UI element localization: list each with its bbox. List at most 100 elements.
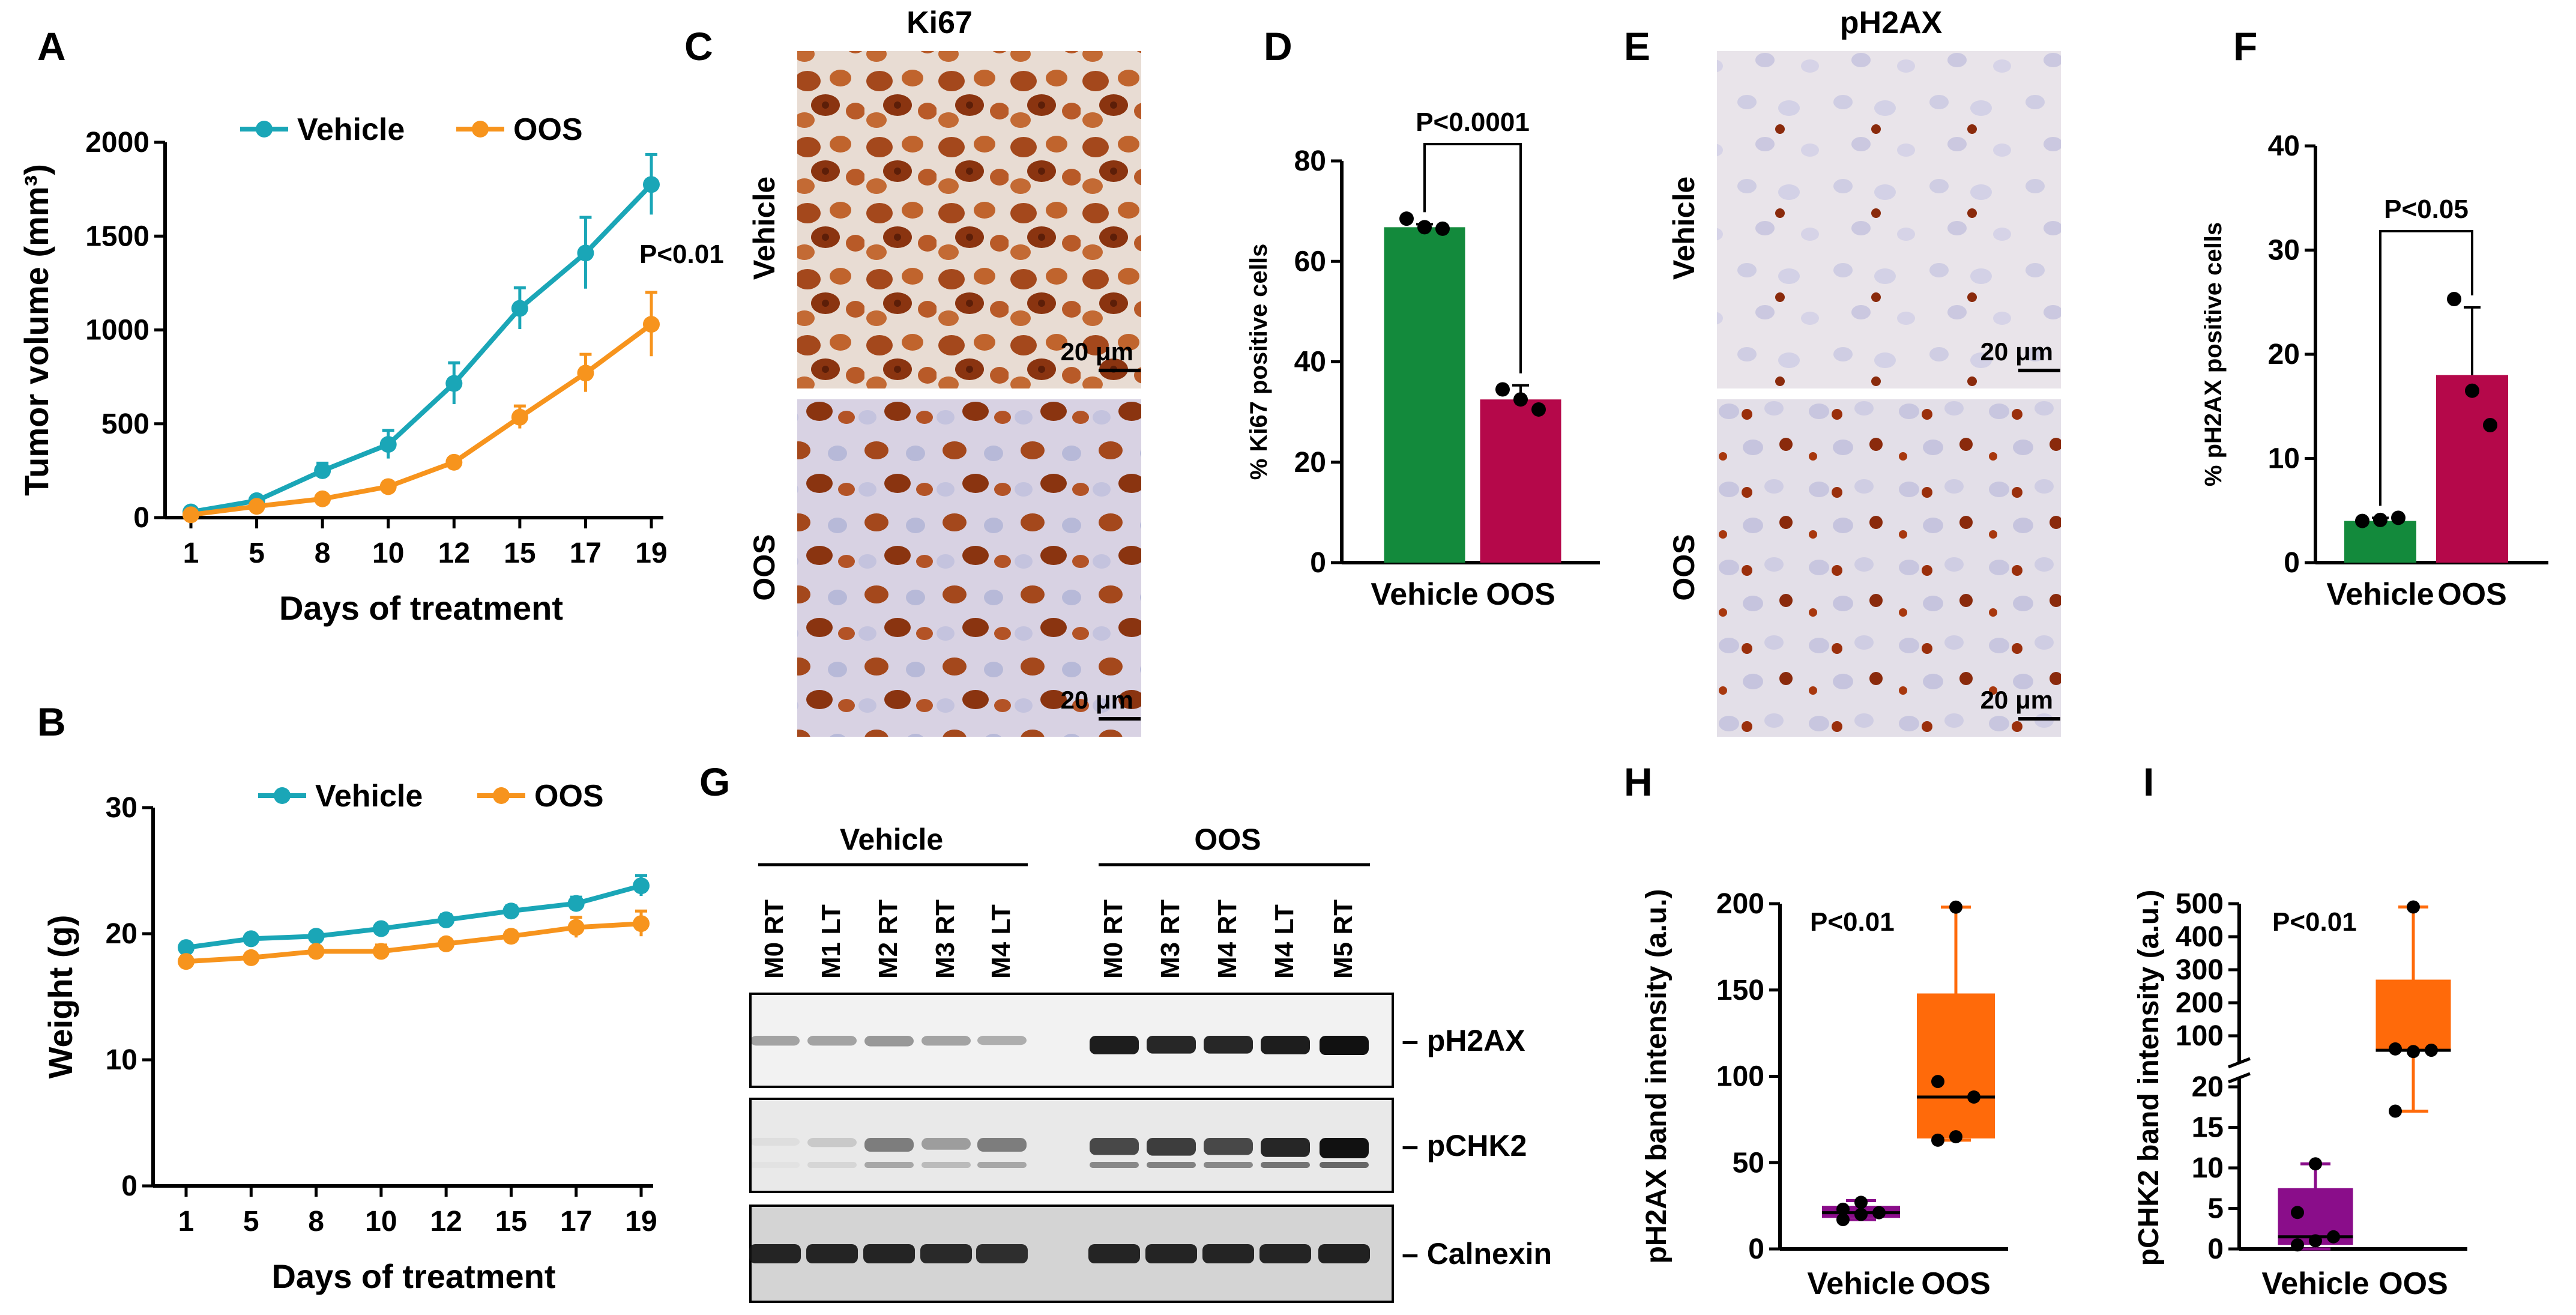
legend-label: OOS <box>513 112 583 147</box>
bar-vehicle <box>1384 227 1465 563</box>
y-tick-label: 40 <box>1294 346 1326 378</box>
data-point <box>1949 900 1962 914</box>
x-tick-label: 15 <box>495 1206 527 1238</box>
data-point <box>178 939 195 957</box>
data-point <box>2309 1157 2322 1171</box>
p-value-annotation: P<0.05 <box>2384 195 2469 224</box>
blot-bands <box>749 1036 1370 1263</box>
y-tick-label: 400 <box>2176 921 2224 953</box>
blot-band-pchk2-lower <box>750 1162 800 1168</box>
data-point <box>567 919 585 936</box>
y-axis-title: pCHK2 band intensity (a.u.) <box>2133 890 2165 1266</box>
data-point <box>2327 1230 2340 1244</box>
data-point <box>445 375 463 392</box>
blot-band-pchk2-lower <box>1320 1162 1369 1168</box>
legend-marker <box>472 121 489 138</box>
y-tick-label: 15 <box>2192 1112 2224 1144</box>
ph2ax-vehicle-row-label: Vehicle <box>1667 177 1701 280</box>
blot-band-calnexin <box>1145 1244 1197 1263</box>
x-tick-label: 8 <box>315 537 331 569</box>
y-tick-label: 0 <box>133 502 149 534</box>
data-point <box>1854 1208 1868 1221</box>
blot-lane-label: M4 LT <box>986 904 1016 979</box>
data-point <box>633 915 650 933</box>
data-point <box>511 300 528 317</box>
y-tick-label: 0 <box>1310 547 1326 579</box>
y-tick-label: 20 <box>1294 447 1326 479</box>
p-value-annotation: P<0.01 <box>639 240 724 269</box>
blot-band-pchk2-lower <box>1090 1162 1139 1168</box>
panel-label-f: F <box>2233 24 2257 68</box>
blot-label-calnexin: – Calnexin <box>1402 1237 1552 1271</box>
y-tick-label: 200 <box>2176 987 2224 1019</box>
blot-band-calnexin <box>863 1244 915 1263</box>
x-category-label: OOS <box>2437 577 2507 612</box>
y-tick-label: 60 <box>1294 246 1326 277</box>
y-tick-label: 10 <box>2268 443 2300 475</box>
data-point <box>633 877 650 895</box>
data-point <box>2291 1238 2304 1252</box>
blot-lane-label: M3 RT <box>1156 899 1185 979</box>
data-point <box>1495 382 1510 397</box>
x-tick-label: 1 <box>183 537 199 569</box>
p-value-annotation: P<0.01 <box>1810 907 1895 937</box>
blot-lane-label: M4 RT <box>1213 899 1242 979</box>
data-point <box>1967 1090 1980 1104</box>
axis-break-mark <box>2228 1072 2251 1084</box>
p-value-annotation: P<0.01 <box>2272 907 2357 937</box>
box-oos <box>2375 979 2451 1052</box>
blot-label-ph2ax: – pH2AX <box>1402 1024 1525 1057</box>
blot-band-ph2ax <box>977 1036 1027 1045</box>
data-point <box>248 498 265 515</box>
blot-band-ph2ax <box>750 1036 800 1046</box>
bar-oos <box>1480 399 1561 563</box>
axis-break-mark <box>2228 1057 2251 1069</box>
bar-vehicle <box>2344 521 2416 563</box>
blot-lane-label: M4 LT <box>1270 904 1299 979</box>
blot-band-calnexin <box>1202 1244 1254 1263</box>
blot-lane-label: M1 LT <box>816 904 846 979</box>
blot-group-vehicle-label: Vehicle <box>840 823 943 856</box>
x-tick-label: 10 <box>365 1206 397 1238</box>
blot-band-calnexin <box>1088 1244 1140 1263</box>
data-point <box>1854 1196 1868 1209</box>
blot-band-calnexin <box>749 1244 801 1263</box>
panel-label-a: A <box>37 24 66 68</box>
blot-lane-label: M3 RT <box>931 899 960 979</box>
blot-band-pchk2 <box>750 1138 800 1146</box>
legend-marker <box>256 121 273 138</box>
y-tick-label: 150 <box>1716 975 1764 1006</box>
x-category-label: Vehicle <box>2326 577 2434 612</box>
y-axis-title: Weight (g) <box>41 915 79 1079</box>
x-category-label: Vehicle <box>1807 1266 1914 1301</box>
x-category-label: Vehicle <box>2261 1266 2369 1301</box>
ki67-oos-row-label: OOS <box>747 534 781 600</box>
ph2ax-band-box-chart: 0 50 100 150 200 pH2AX band intensity (a.u.) V… <box>1641 888 2008 1301</box>
data-point <box>2407 1045 2420 1059</box>
blot-lane-label: M5 RT <box>1329 899 1358 979</box>
western-blot-panel: Vehicle OOS M0 RT M1 LT M2 RT M3 RT M4 LT M0 … <box>749 823 1552 1303</box>
ki67-oos-scale-text: 20 μm <box>1061 686 1133 714</box>
blot-band-pchk2-lower <box>807 1162 857 1168</box>
data-point <box>379 478 397 495</box>
x-category-label: OOS <box>1486 577 1555 612</box>
ki67-bar-chart: 0 20 40 60 80 % Ki67 positive cells Vehicle OOS… <box>1246 107 1600 612</box>
blot-label-pchk2: – pCHK2 <box>1402 1129 1527 1162</box>
blot-band-ph2ax <box>1204 1036 1253 1054</box>
significance-bracket <box>2379 230 2473 506</box>
ph2ax-vehicle-scale-text: 20 μm <box>1980 337 2053 366</box>
data-point <box>1931 1133 1944 1147</box>
blot-lane-label: M0 RT <box>759 899 789 979</box>
data-point <box>2373 512 2387 527</box>
data-point <box>1513 392 1528 407</box>
data-point <box>2465 383 2479 398</box>
blot-band-pchk2 <box>977 1138 1027 1152</box>
y-tick-label: 10 <box>106 1044 137 1076</box>
ph2ax-vehicle-image <box>1717 51 2061 388</box>
blot-band-pchk2-lower <box>922 1162 971 1168</box>
y-tick-label: 100 <box>2176 1020 2224 1052</box>
data-point <box>372 920 390 937</box>
